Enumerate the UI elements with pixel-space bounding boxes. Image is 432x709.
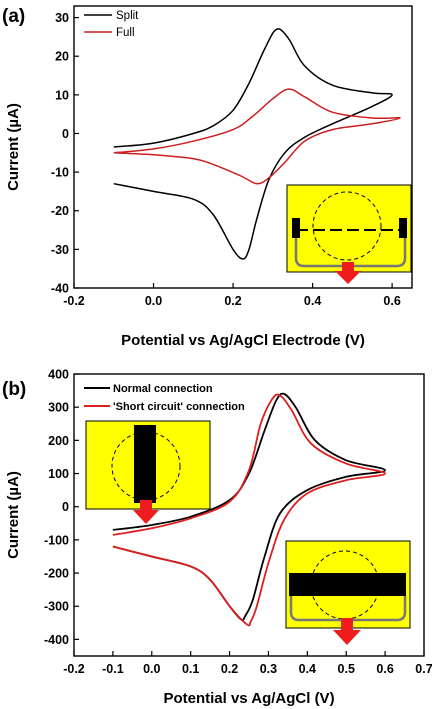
y-axis-title-b: Current (µA): [5, 471, 22, 559]
inset-a-right-contact: [399, 218, 407, 238]
x-axis-title-a: Potential vs Ag/AgCl Electrode (V): [121, 332, 365, 349]
y-tick-label-a: 20: [55, 50, 69, 64]
panel-b: (b) -0.2 -0.1 0.0 0.1 0.2 0.3 0.4 0.5 0.6 0.7 -400…: [2, 368, 432, 708]
x-axis-title-b: Potential vs Ag/AgCl (V): [163, 690, 334, 707]
x-tick-label-b: -0.1: [102, 662, 124, 676]
y-tick-label-b: -200: [44, 567, 69, 581]
y-tick-label-a: -40: [51, 282, 69, 296]
inset-a-background: [286, 184, 412, 273]
y-tick-label-b: 400: [48, 368, 69, 382]
inset-b-right: [285, 540, 411, 645]
x-tick-label-b: 0.0: [143, 662, 160, 676]
x-tick-label-b: 0.1: [182, 662, 199, 676]
axis-ticks-a: -0.2 0.0 0.2 0.4 0.6 -40 -30 -20 -10 0 10 20 30: [51, 11, 401, 308]
plot-frame-b: [73, 373, 425, 657]
inset-a-electrode-circle: [312, 191, 382, 261]
legend-b: Normal connection 'Short circuit' connec…: [84, 383, 245, 413]
x-tick-label-a: 0.2: [224, 294, 241, 308]
inset-b1-arrow-shaft: [140, 500, 152, 512]
y-tick-label-a: -30: [51, 243, 69, 257]
inset-b-left: [85, 420, 211, 524]
series-group-b: [112, 392, 386, 627]
x-tick-label-b: 0.7: [415, 662, 432, 676]
y-tick-label-b: 300: [48, 401, 69, 415]
series-group-a: [113, 28, 401, 260]
y-tick-label-b: -300: [44, 600, 69, 614]
y-tick-label-a: -10: [51, 166, 69, 180]
x-tick-label-a: 0.0: [145, 294, 162, 308]
legend-label-short: 'Short circuit' connection: [113, 401, 245, 413]
legend-label-full: Full: [116, 27, 135, 39]
inset-a-arrow-head: [335, 271, 361, 284]
x-tick-label-a: 0.4: [304, 294, 321, 308]
inset-b2-bar: [289, 573, 406, 596]
x-tick-label-b: 0.6: [376, 662, 393, 676]
x-tick-label-b: 0.2: [221, 662, 238, 676]
axis-ticks-b: -0.2 -0.1 0.0 0.1 0.2 0.3 0.4 0.5 0.6 0.7 -400 -300…: [44, 368, 432, 677]
legend-a: Split Full: [84, 10, 139, 39]
series-line-a-0: [113, 28, 393, 260]
inset-b2-arrow-shaft: [341, 618, 353, 632]
x-tick-label-a: 0.6: [383, 294, 400, 308]
x-tick-label-b: 0.5: [338, 662, 355, 676]
y-tick-label-a: 10: [55, 88, 69, 102]
y-tick-label-b: -100: [44, 533, 69, 547]
plot-frame-a: [73, 5, 413, 289]
series-line-a-1: [113, 88, 401, 185]
y-axis-title-a: Current (µA): [5, 103, 22, 191]
x-tick-label-b: -0.2: [63, 662, 85, 676]
x-tick-label-b: 0.4: [299, 662, 316, 676]
inset-a-left-contact: [292, 218, 300, 238]
panel-label-b: (b): [2, 379, 26, 400]
inset-a: [286, 184, 412, 284]
inset-b1-bar: [134, 425, 156, 503]
legend-label-normal: Normal connection: [113, 383, 213, 395]
inset-b1-arrow-head: [133, 510, 159, 524]
y-tick-label-a: 0: [62, 127, 69, 141]
x-tick-label-a: -0.2: [63, 294, 85, 308]
y-tick-label-b: -400: [44, 633, 69, 647]
y-tick-label-a: 30: [55, 11, 69, 25]
panel-label-a: (a): [2, 6, 25, 27]
inset-b1-electrode-circle: [111, 431, 181, 501]
y-tick-label-b: 0: [62, 500, 69, 514]
y-tick-label-a: -20: [51, 204, 69, 218]
y-tick-label-b: 200: [48, 434, 69, 448]
y-tick-label-b: 100: [48, 467, 69, 481]
x-tick-label-b: 0.3: [260, 662, 277, 676]
inset-b2-arrow-head: [333, 630, 361, 645]
series-line-b-1: [112, 393, 386, 627]
legend-label-split: Split: [116, 10, 139, 22]
panel-a: (a) -0.2 0.0 0.2 0.4 0.6-40-30-20-100102030 …: [2, 5, 413, 349]
